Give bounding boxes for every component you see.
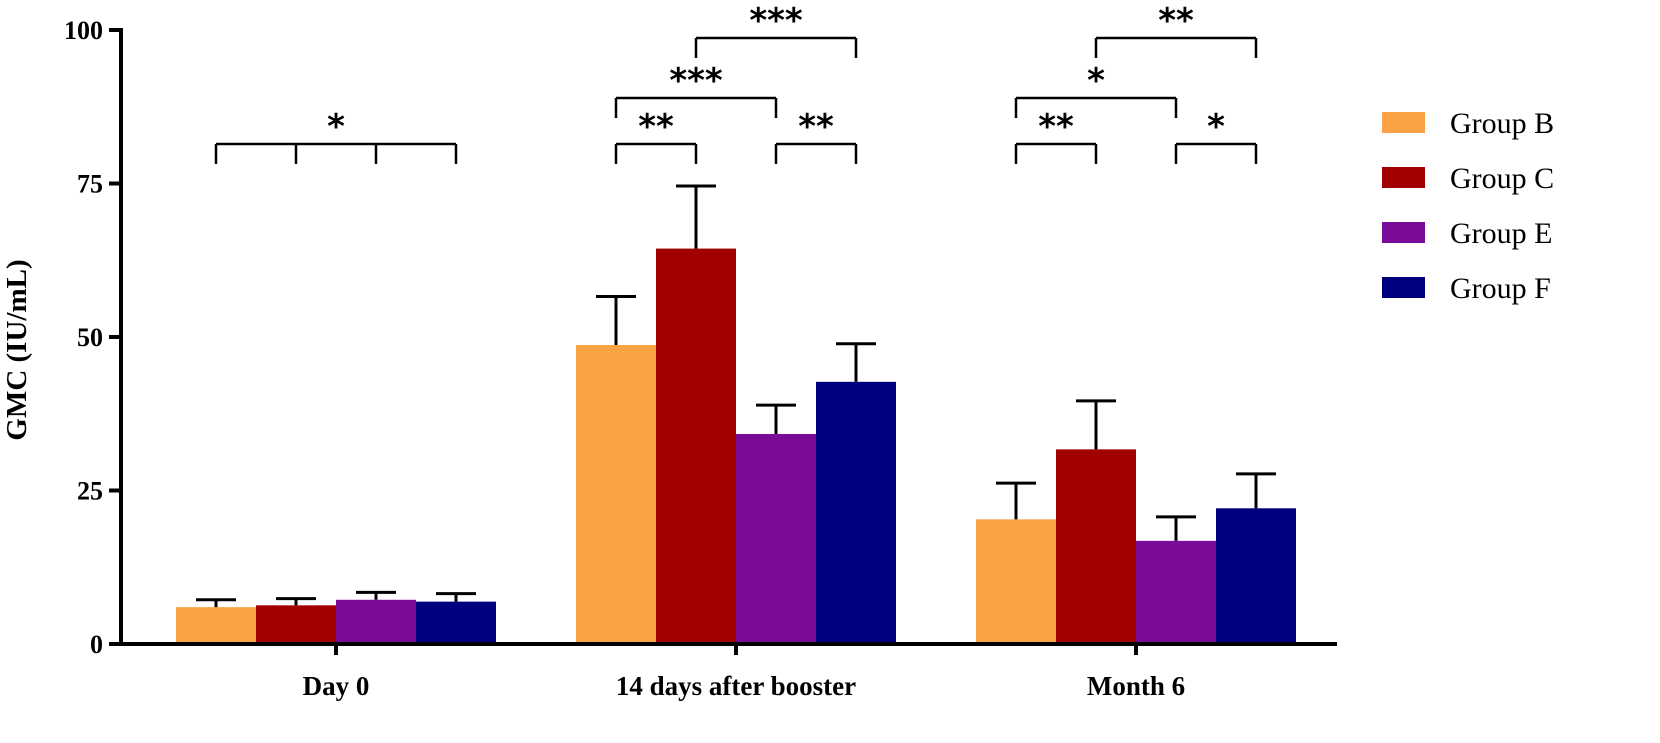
significance-bracket: *: [1014, 61, 1178, 118]
bar: [256, 605, 336, 644]
significance-label: **: [638, 107, 674, 147]
legend-swatch: [1382, 167, 1425, 188]
legend-label: Group F: [1450, 272, 1551, 305]
bar: [1216, 508, 1296, 644]
bar: [176, 607, 256, 644]
legend-swatch: [1382, 277, 1425, 298]
significance-bracket: **: [614, 107, 698, 164]
legend-swatch: [1382, 222, 1425, 243]
significance-layer: * ** ********** ****: [214, 1, 1258, 164]
legend: Group B Group C Group E Group F: [1382, 107, 1554, 305]
significance-bracket: **: [1094, 1, 1258, 58]
legend-label: Group C: [1450, 162, 1554, 195]
axes-layer: 0 25 50 75 100 Day 0 14 days after booster Mont…: [64, 16, 1337, 701]
y-axis-title: GMC (IU/mL): [1, 259, 33, 440]
y-tick-label: 100: [64, 16, 103, 45]
legend-label: Group E: [1450, 217, 1552, 250]
significance-label: *: [1207, 107, 1225, 147]
y-tick-label: 25: [77, 477, 103, 506]
significance-label: ***: [669, 61, 723, 101]
legend-item: Group B: [1382, 107, 1554, 140]
significance-label: **: [798, 107, 834, 147]
significance-bracket: ***: [614, 61, 778, 118]
significance-bracket: **: [774, 107, 858, 164]
bar: [976, 519, 1056, 644]
x-category-label: Day 0: [303, 671, 370, 701]
legend-item: Group C: [1382, 162, 1554, 195]
y-tick-label: 50: [77, 323, 103, 352]
significance-bracket: ***: [694, 1, 858, 58]
bar: [576, 344, 656, 644]
significance-label: **: [1038, 107, 1074, 147]
legend-item: Group F: [1382, 272, 1551, 305]
y-tick-label: 75: [77, 170, 103, 199]
significance-label: *: [1087, 61, 1105, 101]
bar: [1136, 540, 1216, 644]
bar: [1056, 449, 1136, 644]
bars-layer: [176, 248, 1296, 645]
significance-bracket: *: [214, 107, 458, 164]
error-bars-layer: [196, 184, 1276, 608]
x-category-label: Month 6: [1087, 671, 1185, 701]
significance-bracket: **: [1014, 107, 1098, 164]
legend-item: Group E: [1382, 217, 1552, 250]
significance-label: ***: [749, 1, 803, 41]
bar: [656, 248, 736, 645]
bar: [416, 601, 496, 644]
legend-swatch: [1382, 112, 1425, 133]
y-tick-label: 0: [90, 630, 103, 659]
significance-label: *: [327, 107, 345, 147]
significance-bracket: *: [1174, 107, 1258, 164]
bar: [816, 381, 896, 644]
x-category-label: 14 days after booster: [616, 671, 856, 701]
legend-label: Group B: [1450, 107, 1554, 140]
significance-label: **: [1158, 1, 1194, 41]
bar: [336, 599, 416, 644]
bar: [736, 434, 816, 644]
